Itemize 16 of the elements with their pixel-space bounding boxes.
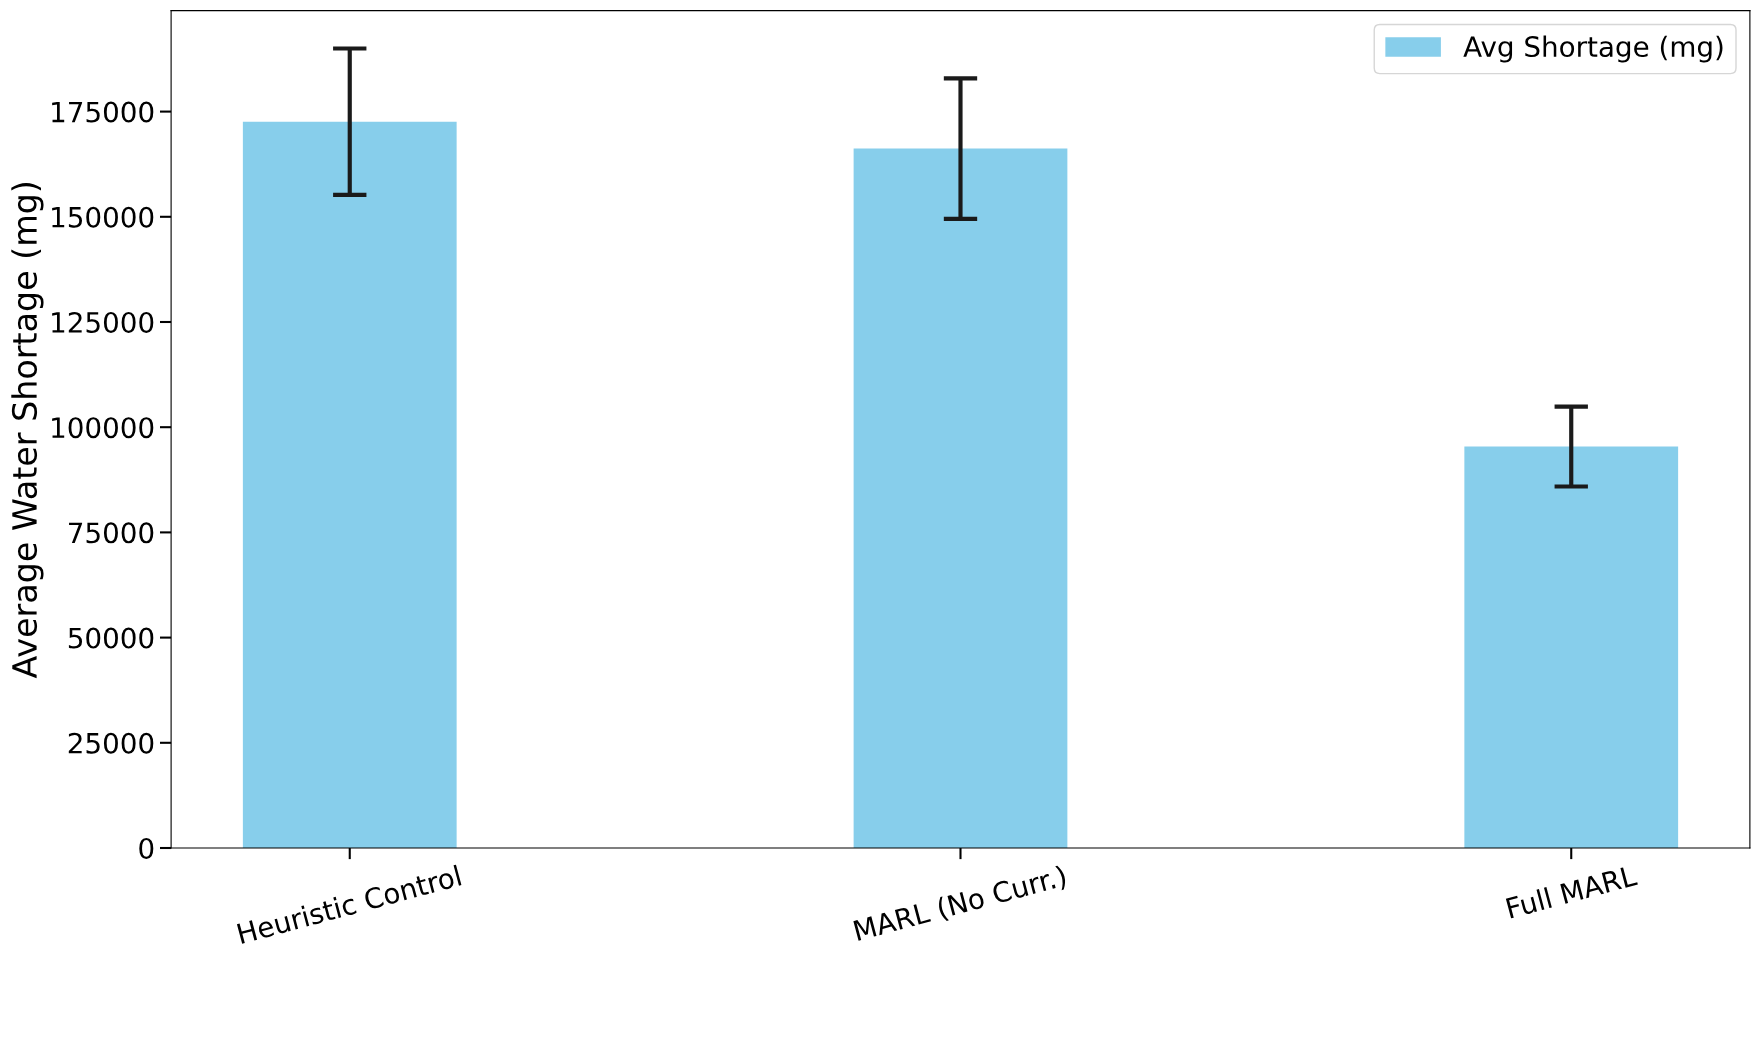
- bar: [853, 148, 1068, 848]
- y-tick-label: 50000: [68, 627, 154, 649]
- y-tick-label: 100000: [52, 417, 154, 439]
- y-tick-label: 150000: [52, 206, 154, 228]
- y-tick-label: 175000: [52, 101, 154, 123]
- x-tick-label: MARL (No Curr.): [853, 864, 1068, 945]
- x-tick-label: Heuristic Control: [236, 864, 462, 945]
- y-tick-label: 0: [139, 837, 154, 859]
- y-tick-label: 25000: [68, 732, 154, 754]
- legend-label: Avg Shortage (mg): [1463, 35, 1723, 63]
- bar: [242, 121, 457, 848]
- y-tick-label: 125000: [52, 311, 154, 333]
- bar: [1464, 446, 1679, 848]
- x-tick-label: Full MARL: [1505, 864, 1638, 919]
- y-tick-label: 75000: [69, 522, 154, 544]
- y-axis-title: Average Water Shortage (mg): [11, 182, 44, 679]
